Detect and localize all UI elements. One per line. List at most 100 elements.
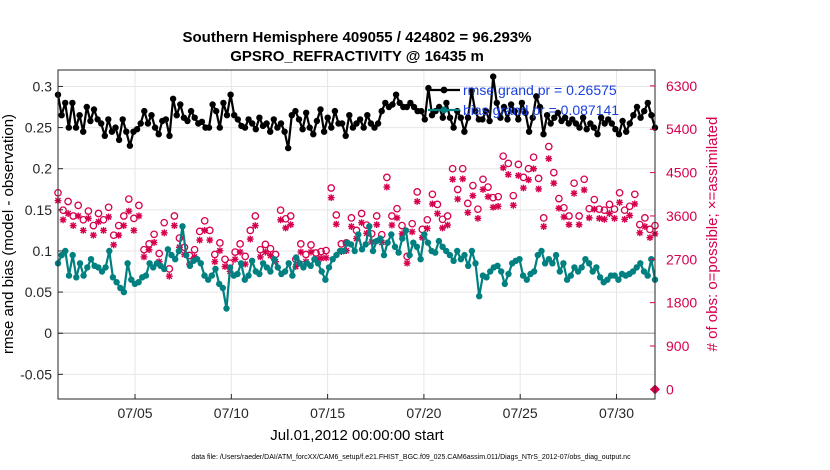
bias-point	[106, 247, 113, 255]
bias-point	[329, 256, 336, 263]
possible-point	[276, 206, 285, 215]
bias-point	[263, 264, 270, 271]
possible-point	[514, 160, 523, 169]
rmse-point	[209, 101, 216, 108]
possible-point	[610, 205, 619, 214]
rmse-point	[151, 124, 159, 131]
possible-point	[549, 168, 558, 177]
rmse-point	[105, 116, 112, 123]
rmse-point	[277, 120, 285, 127]
possible-point	[286, 212, 295, 220]
assimilated-point	[418, 234, 426, 242]
plot-frame	[57, 69, 656, 400]
rmse-point	[166, 132, 173, 139]
bias-point	[241, 276, 248, 283]
rmse-point	[457, 114, 464, 121]
bias-point	[472, 260, 479, 267]
bias-point	[95, 264, 102, 271]
possible-point	[605, 200, 614, 209]
possible-point	[170, 212, 179, 220]
bias-point	[582, 256, 589, 263]
possible-point	[398, 221, 406, 230]
assimilated-point	[140, 253, 148, 261]
rmse-point	[497, 114, 504, 121]
assimilated-point	[327, 194, 335, 202]
possible-point	[155, 249, 164, 258]
bias-point	[150, 264, 157, 271]
assimilated-point	[297, 248, 305, 256]
rmse-point	[303, 109, 310, 117]
rmse-point	[529, 114, 536, 121]
bias-point	[366, 223, 373, 230]
rmse-point	[479, 116, 486, 123]
rmse-point	[450, 124, 457, 131]
assimilated-point	[535, 185, 543, 193]
rmse-point	[392, 91, 400, 98]
legend-item-rmse: rmse grand pr = 0.26575	[428, 82, 617, 98]
x-tick-label: 07/30	[599, 405, 634, 421]
assimilated-point	[525, 176, 532, 184]
rmse-point	[320, 128, 328, 135]
bias-point	[574, 268, 582, 275]
assimilated-point	[363, 229, 371, 237]
assimilated-point	[616, 199, 623, 206]
bias-point	[556, 268, 563, 275]
rmse-point	[112, 124, 119, 131]
bias-point	[124, 260, 131, 267]
assimilated-point	[241, 260, 249, 268]
bias-point	[340, 247, 347, 255]
bias-point	[281, 268, 289, 275]
rmse-point	[119, 116, 126, 123]
rmse-point	[378, 107, 385, 115]
bias-point	[62, 247, 69, 255]
bias-point	[461, 251, 468, 259]
possible-point	[135, 201, 143, 210]
possible-point	[94, 209, 103, 218]
bias-point	[197, 260, 204, 267]
rmse-point	[597, 114, 605, 121]
rmse-point	[468, 87, 475, 94]
assimilated-point	[348, 223, 355, 230]
possible-point	[529, 153, 538, 162]
possible-point	[504, 159, 513, 168]
bias-point	[457, 256, 465, 263]
bias-point	[98, 268, 106, 275]
rmse-point	[446, 114, 454, 121]
bias-point	[358, 246, 366, 253]
bias-point	[593, 264, 600, 271]
assimilated-point	[504, 171, 512, 178]
rmse-point	[187, 107, 195, 115]
rmse-point	[490, 73, 497, 80]
bias-point	[487, 268, 494, 275]
bias-point	[571, 264, 578, 271]
y-tick-label-left: 0.25	[25, 120, 52, 136]
assimilated-point	[413, 198, 421, 205]
bias-point	[142, 272, 150, 279]
rmse-point	[65, 124, 73, 131]
rmse-point	[324, 114, 331, 121]
rmse-point	[58, 112, 65, 119]
rmse-point	[407, 99, 414, 107]
bias-point	[534, 251, 541, 259]
possible-point	[620, 206, 629, 215]
bias-point	[322, 276, 329, 283]
bias-point	[69, 251, 76, 259]
bias-point	[212, 265, 219, 273]
possible-point	[458, 164, 467, 173]
assimilated-point	[74, 212, 82, 220]
rmse-point	[295, 116, 303, 123]
assimilated-point	[585, 214, 593, 222]
rmse-point	[482, 107, 490, 115]
rmse-point	[98, 120, 105, 127]
assimilated-point	[196, 236, 204, 244]
rmse-point	[317, 106, 324, 113]
assimilated-point	[332, 220, 340, 228]
x-tick-label: 07/20	[406, 405, 441, 421]
rmse-point	[285, 144, 292, 152]
bias-point	[388, 231, 395, 238]
possible-point	[124, 195, 133, 203]
bias-point	[596, 274, 604, 281]
bias-point	[58, 251, 65, 259]
possible-point	[600, 206, 609, 215]
bias-point	[270, 256, 278, 263]
